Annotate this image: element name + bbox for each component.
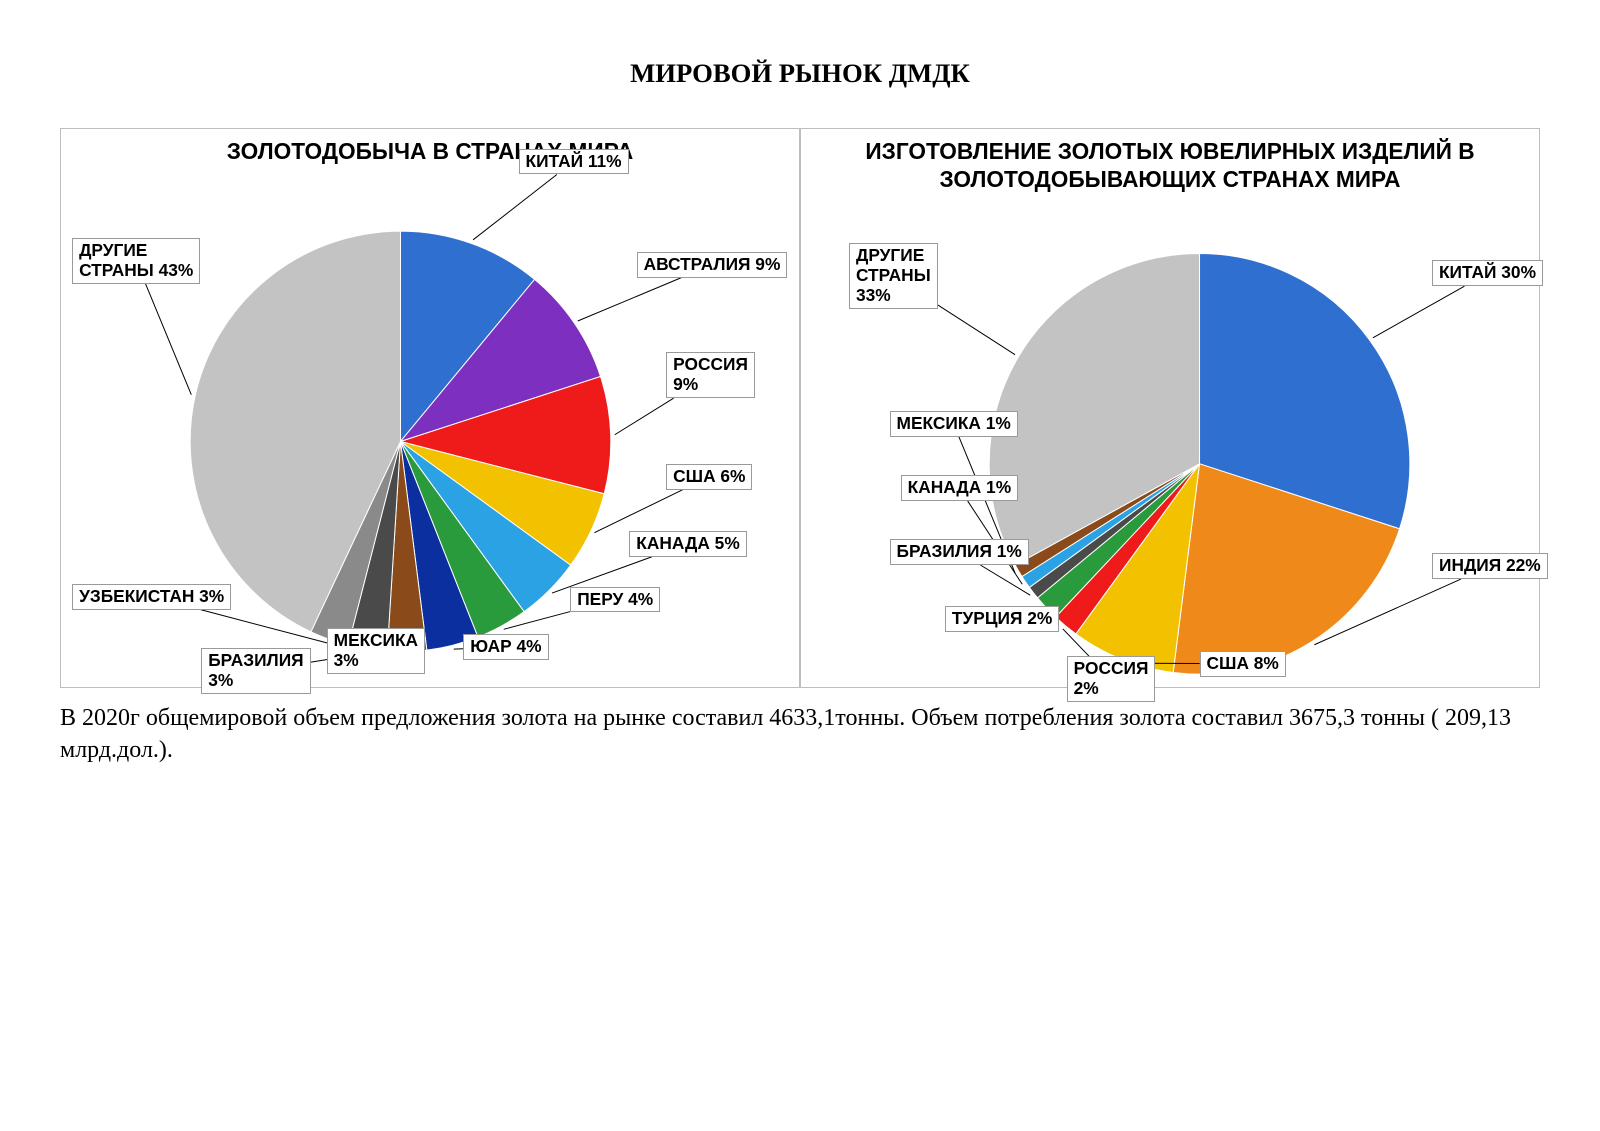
slice-label: УЗБЕКИСТАН 3% [72, 584, 231, 610]
pie-chart-jewelry [801, 129, 1539, 687]
slice-label: ТУРЦИЯ 2% [945, 606, 1059, 632]
leader-line [594, 490, 682, 533]
slice-label: АВСТРАЛИЯ 9% [637, 252, 788, 278]
chart-panel-jewelry: ИЗГОТОВЛЕНИЕ ЗОЛОТЫХ ЮВЕЛИРНЫХ ИЗДЕЛИЙ В… [800, 128, 1540, 688]
leader-line [578, 278, 681, 321]
slice-label: ДРУГИЕСТРАНЫ 43% [72, 238, 200, 284]
slice-label: КАНАДА 1% [901, 475, 1018, 501]
slice-label: США 6% [666, 464, 752, 490]
charts-row: ЗОЛОТОДОБЫЧА В СТРАНАХ МИРА КИТАЙ 11%АВС… [60, 128, 1540, 688]
slice-label: КИТАЙ 30% [1432, 260, 1543, 286]
leader-line [1373, 286, 1465, 338]
slice-label: РОССИЯ2% [1067, 656, 1156, 702]
leader-line [938, 305, 1015, 355]
leader-line [615, 398, 674, 435]
slice-label: ЮАР 4% [463, 634, 548, 660]
page-title: МИРОВОЙ РЫНОК ДМДК [0, 58, 1600, 89]
slice-label: БРАЗИЛИЯ 1% [890, 539, 1029, 565]
slice-label: США 8% [1200, 651, 1286, 677]
slice-label: ПЕРУ 4% [570, 587, 660, 613]
page: МИРОВОЙ РЫНОК ДМДК ЗОЛОТОДОБЫЧА В СТРАНА… [0, 0, 1600, 1131]
slice-label: МЕКСИКА3% [327, 628, 425, 674]
leader-line [146, 284, 192, 395]
slice-label: РОССИЯ9% [666, 352, 755, 398]
slice-label: КАНАДА 5% [629, 531, 746, 557]
leader-line [473, 175, 557, 240]
slice-label: ИНДИЯ 22% [1432, 553, 1548, 579]
slice-label: ДРУГИЕСТРАНЫ33% [849, 243, 938, 309]
slice-label: КИТАЙ 11% [519, 149, 629, 175]
chart-panel-gold-mining: ЗОЛОТОДОБЫЧА В СТРАНАХ МИРА КИТАЙ 11%АВС… [60, 128, 800, 688]
slice-label: МЕКСИКА 1% [890, 411, 1018, 437]
slice-label: БРАЗИЛИЯ3% [201, 648, 310, 694]
footnote-text: В 2020г общемировой объем предложения зо… [60, 702, 1540, 767]
